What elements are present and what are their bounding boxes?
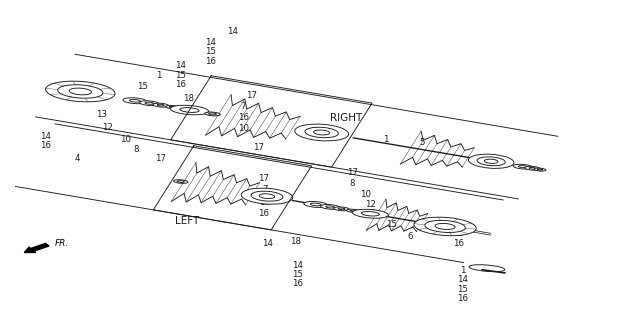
Text: 15: 15 <box>175 71 186 80</box>
Ellipse shape <box>145 102 154 104</box>
Text: 10: 10 <box>120 135 131 144</box>
Text: 15: 15 <box>453 229 464 238</box>
Text: LEFT: LEFT <box>175 216 200 226</box>
Text: 13: 13 <box>365 209 376 219</box>
Ellipse shape <box>513 164 532 169</box>
Text: 14: 14 <box>40 132 51 141</box>
Ellipse shape <box>46 81 115 102</box>
Text: 13: 13 <box>96 110 107 119</box>
Text: 18: 18 <box>290 237 300 246</box>
Ellipse shape <box>347 209 360 212</box>
Text: 12: 12 <box>365 200 376 209</box>
Text: 14: 14 <box>228 27 238 36</box>
Ellipse shape <box>130 100 140 102</box>
Ellipse shape <box>123 98 147 104</box>
Text: 16: 16 <box>292 279 303 288</box>
Ellipse shape <box>321 204 340 209</box>
Text: 17: 17 <box>254 143 265 152</box>
Text: 15: 15 <box>205 47 216 56</box>
Ellipse shape <box>205 112 220 116</box>
Text: 17: 17 <box>246 91 257 100</box>
Ellipse shape <box>338 208 345 210</box>
Ellipse shape <box>350 210 356 212</box>
Text: 14: 14 <box>453 220 464 229</box>
Ellipse shape <box>518 165 527 168</box>
Ellipse shape <box>313 130 329 135</box>
Ellipse shape <box>170 105 209 115</box>
Ellipse shape <box>525 166 540 170</box>
Ellipse shape <box>173 180 188 183</box>
Ellipse shape <box>534 168 546 171</box>
Ellipse shape <box>209 113 217 115</box>
Text: 18: 18 <box>183 94 194 103</box>
Text: 10: 10 <box>360 190 371 199</box>
Text: 6: 6 <box>49 84 55 92</box>
Text: 10: 10 <box>238 124 249 133</box>
Ellipse shape <box>425 220 465 233</box>
Text: 17: 17 <box>155 154 166 163</box>
Text: 8: 8 <box>349 179 355 188</box>
Text: 1: 1 <box>383 135 389 144</box>
Text: 16: 16 <box>205 57 216 66</box>
Ellipse shape <box>58 85 103 98</box>
Ellipse shape <box>326 206 334 208</box>
Ellipse shape <box>310 203 321 206</box>
Text: 1: 1 <box>460 266 465 275</box>
Ellipse shape <box>259 194 275 198</box>
Ellipse shape <box>352 209 388 218</box>
Text: 7: 7 <box>241 102 246 111</box>
Ellipse shape <box>334 207 349 211</box>
Text: 17: 17 <box>258 174 268 183</box>
Text: 16: 16 <box>258 209 268 218</box>
Text: 7: 7 <box>262 185 268 194</box>
Ellipse shape <box>362 212 379 216</box>
Text: 16: 16 <box>457 294 468 303</box>
Ellipse shape <box>468 154 514 168</box>
FancyArrow shape <box>24 244 49 252</box>
Text: 16: 16 <box>238 113 249 122</box>
Text: 15: 15 <box>137 82 147 91</box>
Ellipse shape <box>484 159 498 164</box>
Text: 17: 17 <box>347 168 357 177</box>
Text: 14: 14 <box>457 275 468 284</box>
Ellipse shape <box>139 101 159 106</box>
Ellipse shape <box>177 180 184 182</box>
Ellipse shape <box>241 188 292 204</box>
Text: 16: 16 <box>40 141 51 150</box>
Ellipse shape <box>180 108 199 112</box>
Ellipse shape <box>295 124 349 141</box>
Ellipse shape <box>435 223 455 229</box>
Ellipse shape <box>251 191 283 201</box>
Ellipse shape <box>537 169 543 170</box>
Text: 12: 12 <box>102 123 114 132</box>
Text: 15: 15 <box>457 285 468 294</box>
Text: 14: 14 <box>262 239 273 248</box>
Text: 15: 15 <box>292 270 303 279</box>
Text: RIGHT: RIGHT <box>329 113 362 123</box>
Text: FR.: FR. <box>54 239 68 248</box>
Ellipse shape <box>414 217 476 236</box>
Text: 4: 4 <box>75 154 80 163</box>
Ellipse shape <box>477 157 505 166</box>
Ellipse shape <box>529 167 536 169</box>
Text: 14: 14 <box>175 61 186 70</box>
Ellipse shape <box>304 202 328 207</box>
Ellipse shape <box>169 106 175 108</box>
Ellipse shape <box>305 127 338 138</box>
Text: 14: 14 <box>292 260 303 269</box>
Text: 10: 10 <box>260 198 270 207</box>
Ellipse shape <box>69 88 91 95</box>
Ellipse shape <box>166 106 179 109</box>
Ellipse shape <box>157 104 164 106</box>
Text: 5: 5 <box>420 138 425 147</box>
Ellipse shape <box>469 265 505 272</box>
Text: 16: 16 <box>175 80 186 89</box>
Ellipse shape <box>153 103 168 107</box>
Text: 14: 14 <box>205 38 216 47</box>
Text: 15: 15 <box>386 220 397 229</box>
Text: 6: 6 <box>407 232 413 241</box>
Text: 8: 8 <box>133 145 139 154</box>
Text: 16: 16 <box>453 239 464 248</box>
Text: 1: 1 <box>156 71 161 80</box>
